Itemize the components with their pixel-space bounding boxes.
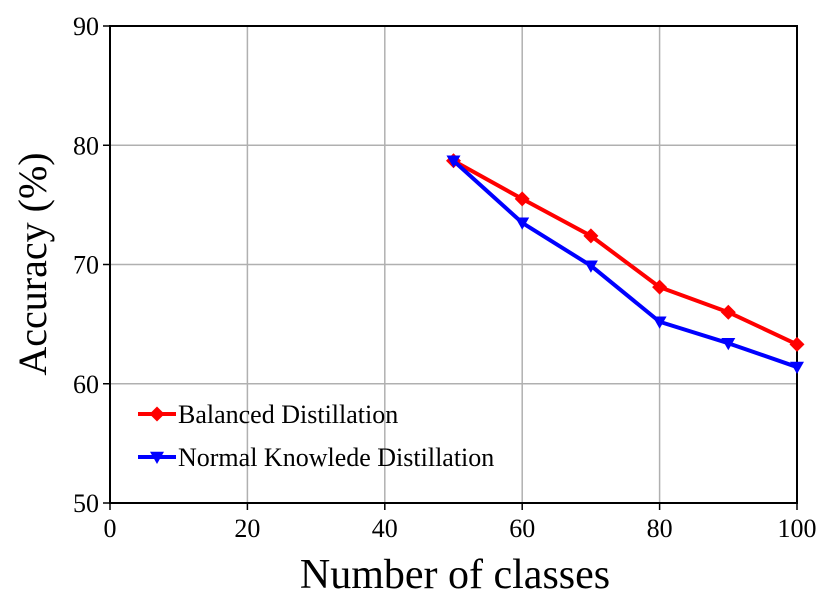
legend-marker xyxy=(149,406,165,422)
data-point xyxy=(446,155,461,168)
data-point xyxy=(720,304,736,320)
x-tick-label: 80 xyxy=(647,514,673,543)
y-tick-label: 90 xyxy=(73,12,99,41)
y-axis-title: Accuracy (%) xyxy=(10,152,55,375)
data-point xyxy=(790,361,804,375)
legend-label: Normal Knowlede Distillation xyxy=(178,443,494,472)
x-tick-label: 0 xyxy=(104,514,117,543)
x-tick-label: 40 xyxy=(372,514,398,543)
y-tick-label: 50 xyxy=(73,489,99,518)
series-balanced-distillation xyxy=(446,153,805,352)
x-tick-label: 100 xyxy=(778,514,817,543)
series-layer xyxy=(446,153,805,375)
data-point xyxy=(789,336,805,352)
legend-item: Normal Knowlede Distillation xyxy=(138,443,494,472)
series-line xyxy=(452,159,798,347)
y-tick-label: 60 xyxy=(73,370,99,399)
grid xyxy=(109,25,798,504)
axis-ticks: 0 20 40 60 80 100 50 60 70 80 90 xyxy=(73,12,817,543)
data-point xyxy=(583,228,599,244)
series-normal-knowledge-distillation xyxy=(446,155,804,375)
data-point xyxy=(514,191,530,207)
data-point xyxy=(721,337,736,351)
x-axis-title: Number of classes xyxy=(300,552,610,598)
y-tick-label: 70 xyxy=(73,251,99,280)
legend-item: Balanced Distillation xyxy=(138,400,398,429)
series-line xyxy=(452,159,798,369)
y-tick-label: 80 xyxy=(73,131,99,160)
x-tick-label: 60 xyxy=(509,514,535,543)
legend-marker xyxy=(150,451,164,464)
data-point xyxy=(652,316,667,329)
data-point xyxy=(652,279,668,295)
data-point xyxy=(583,260,598,273)
legend: Balanced Distillation Normal Knowlede Dis… xyxy=(138,400,494,472)
legend-label: Balanced Distillation xyxy=(178,400,398,429)
x-tick-label: 20 xyxy=(234,514,260,543)
data-point xyxy=(515,217,530,230)
